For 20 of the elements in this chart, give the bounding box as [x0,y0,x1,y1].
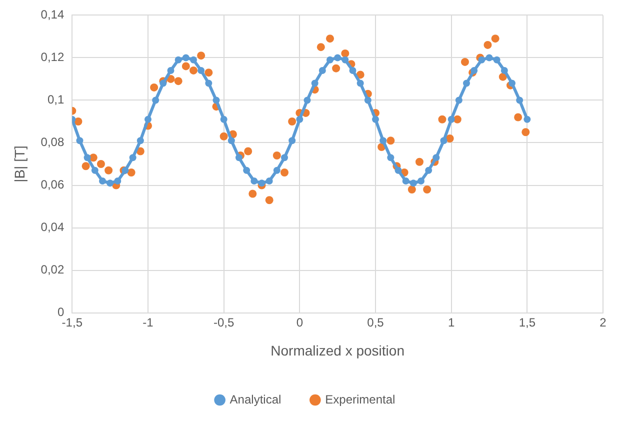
y-axis-title: |B| [T] [11,146,28,182]
x-tick-label: 2 [600,315,607,330]
x-tick-label: 0,5 [367,315,384,330]
y-tick-label: 0,02 [40,262,64,277]
x-tick-label: -1 [142,315,154,330]
legend-label: Experimental [325,392,396,406]
x-tick-label: -0,5 [213,315,234,330]
x-tick-label: 1 [448,315,455,330]
y-tick-label: 0,08 [40,135,64,150]
x-tick-label: -1,5 [62,315,83,330]
y-tick-label: 0,06 [40,178,64,192]
y-tick-label: 0,1 [47,92,64,107]
y-tick-label: 0,14 [40,8,64,22]
x-tick-label: 0 [296,315,304,330]
x-axis-title: Normalized x position [270,342,404,358]
legend-label: Analytical [230,392,282,406]
x-tick-label: 1,5 [518,315,536,330]
y-tick-label: 0,12 [40,50,64,64]
y-tick-label: 0 [57,305,64,320]
y-tick-label: 0,04 [40,220,64,234]
